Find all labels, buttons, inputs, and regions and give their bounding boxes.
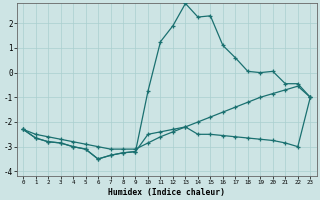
X-axis label: Humidex (Indice chaleur): Humidex (Indice chaleur): [108, 188, 225, 197]
